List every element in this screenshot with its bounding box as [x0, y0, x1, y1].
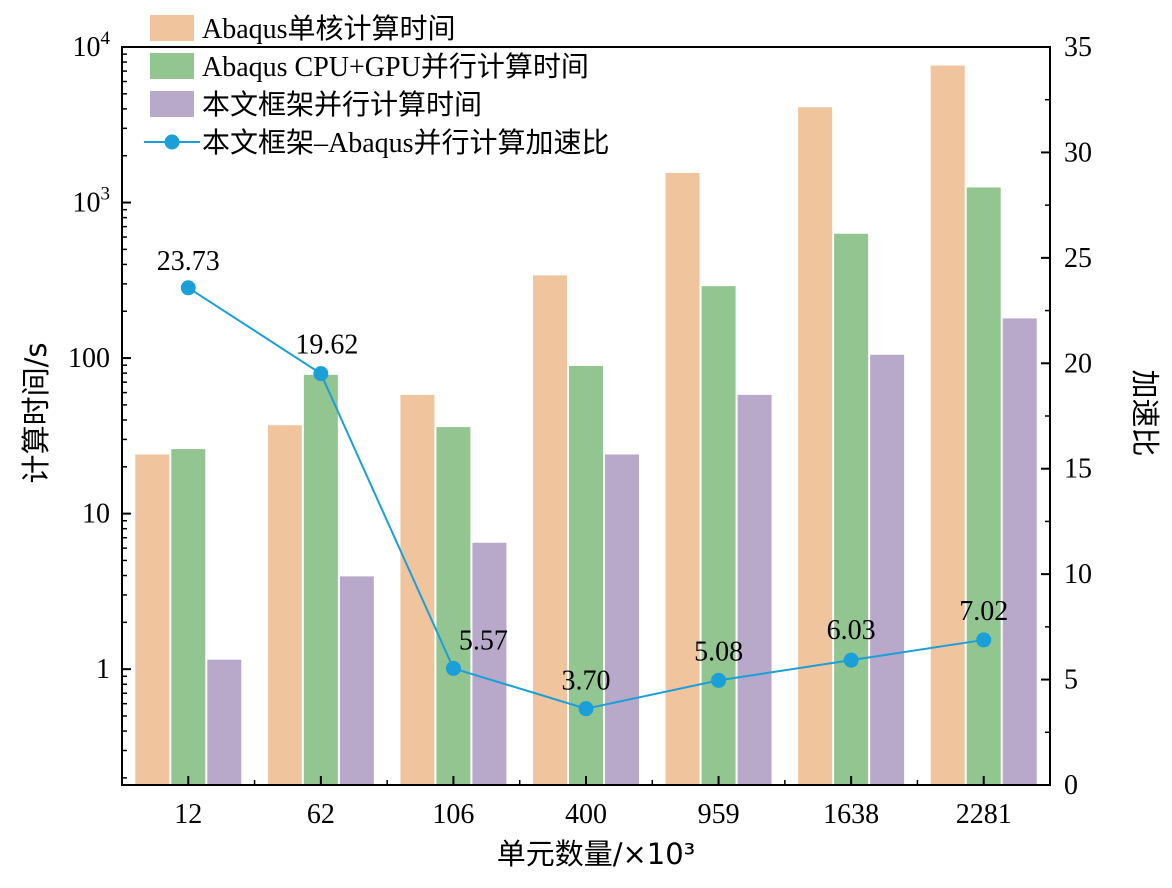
y-tick-label: 100 — [68, 343, 110, 374]
speedup-label-400: 3.70 — [562, 666, 611, 697]
y-tick-label: 103 — [73, 184, 111, 219]
x-tick-label: 2281 — [956, 799, 1012, 830]
x-tick-label: 62 — [307, 799, 335, 830]
bar-3-62 — [339, 576, 374, 785]
bar-1-400 — [533, 275, 567, 785]
y2-tick-label: 35 — [1064, 32, 1092, 63]
y2-tick-label: 10 — [1064, 559, 1092, 590]
legend-swatch — [150, 53, 194, 79]
speedup-point-1638 — [843, 652, 859, 668]
speedup-label-106: 5.57 — [459, 625, 508, 656]
legend-label: 本文框架并行计算时间 — [202, 89, 482, 121]
speedup-point-106 — [445, 660, 461, 676]
bar-3-2281 — [1002, 318, 1037, 785]
y2-tick-label: 30 — [1064, 137, 1092, 168]
legend-swatch — [150, 91, 194, 117]
bar-3-1638 — [870, 354, 905, 785]
bar-3-959 — [737, 394, 772, 785]
bar-2-400 — [569, 365, 603, 785]
bar-1-959 — [665, 172, 700, 786]
speedup-point-62 — [313, 366, 329, 382]
legend-swatch — [150, 15, 194, 41]
speedup-label-2281: 7.02 — [959, 596, 1008, 627]
bar-1-12 — [135, 454, 170, 785]
speedup-line-layer: 23.73 19.62 5.57 3.70 5.08 6.03 7.02 — [157, 246, 1008, 717]
legend-item-4: 本文框架–Abaqus并行计算加速比 — [144, 127, 610, 159]
speedup-label-959: 5.08 — [694, 636, 743, 667]
speedup-point-12 — [180, 280, 196, 296]
y2-tick-label: 20 — [1064, 348, 1092, 379]
x-tick-label: 12 — [174, 799, 202, 830]
bar-2-106 — [436, 427, 471, 785]
bar-2-12 — [171, 449, 206, 785]
legend-label: 本文框架–Abaqus并行计算加速比 — [202, 127, 610, 159]
speedup-point-2281 — [976, 632, 992, 648]
bar-3-400 — [605, 454, 639, 785]
speedup-label-62: 19.62 — [295, 330, 358, 361]
legend-marker — [164, 134, 180, 150]
y2-tick-label: 15 — [1064, 454, 1092, 485]
x-tick-label: 400 — [565, 799, 607, 830]
bar-2-1638 — [834, 233, 869, 786]
speedup-label-1638: 6.03 — [827, 615, 876, 646]
y2-axis-title: 加速比 — [1128, 369, 1162, 456]
bar-2-959 — [701, 286, 736, 785]
bar-1-2281 — [930, 65, 965, 785]
y2-tick-label: 0 — [1064, 770, 1078, 801]
y-tick-label: 10 — [82, 499, 110, 530]
legend-item-2: Abaqus CPU+GPU并行计算时间 — [150, 51, 589, 83]
bar-3-12 — [207, 659, 242, 785]
bar-2-2281 — [966, 187, 1001, 785]
x-axis-title: 单元数量/×10³ — [497, 837, 696, 871]
speedup-label-12: 23.73 — [157, 246, 220, 277]
legend-label: Abaqus CPU+GPU并行计算时间 — [202, 51, 589, 83]
y-tick-label: 1 — [96, 654, 110, 685]
speedup-point-400 — [578, 701, 594, 717]
bar-2-62 — [303, 374, 338, 785]
speedup-point-959 — [711, 672, 727, 688]
bars-layer — [135, 65, 1037, 786]
y2-tick-label: 5 — [1064, 665, 1078, 696]
y2-tick-label: 25 — [1064, 243, 1092, 274]
bar-1-1638 — [798, 107, 833, 785]
legend-item-1: Abaqus单核计算时间 — [150, 13, 456, 45]
legend-item-3: 本文框架并行计算时间 — [150, 89, 482, 121]
x-tick-label: 1638 — [823, 799, 879, 830]
legend: Abaqus单核计算时间 Abaqus CPU+GPU并行计算时间本文框架并行计算… — [144, 13, 610, 159]
x-tick-label: 106 — [432, 799, 474, 830]
bar-3-106 — [472, 542, 507, 785]
y-axis-title: 计算时间/s — [19, 343, 53, 484]
bar-1-62 — [267, 425, 302, 785]
legend-label: Abaqus单核计算时间 — [202, 13, 456, 45]
axes-layer: 1 10 100 103 104 0 5 10 15 20 25 30 35 12 62 106 400 959 1… — [68, 28, 1092, 830]
x-tick-label: 959 — [698, 799, 740, 830]
y-tick-label: 104 — [73, 28, 111, 63]
